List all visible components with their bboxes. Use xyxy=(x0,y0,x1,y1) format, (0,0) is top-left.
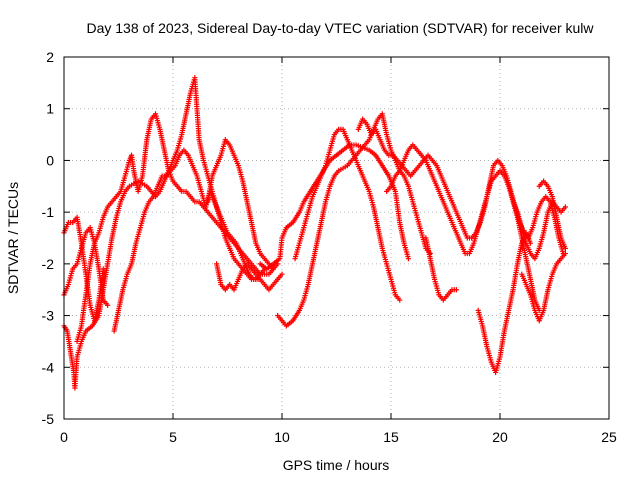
data-series xyxy=(510,199,568,262)
chart-title: Day 138 of 2023, Sidereal Day-to-day VTE… xyxy=(86,20,594,36)
data-point xyxy=(100,266,106,272)
data-series xyxy=(205,137,276,272)
data-point xyxy=(397,297,403,303)
data-point xyxy=(453,287,459,293)
x-tick-label: 25 xyxy=(601,429,617,445)
data-point xyxy=(536,307,542,313)
data-series xyxy=(519,250,568,324)
data-point xyxy=(562,250,568,257)
y-tick-label: 1 xyxy=(46,101,54,117)
data-point xyxy=(270,266,276,272)
data-series xyxy=(536,178,568,251)
data-point xyxy=(105,302,111,308)
data-series xyxy=(292,126,403,303)
tick-label-layer: 0 5 10 15 20 25 -5 -4 -3 -2 -1 0 1 2 xyxy=(42,49,617,445)
data-series xyxy=(111,147,261,334)
y-tick-label: 0 xyxy=(46,152,54,168)
y-tick-label: -3 xyxy=(42,308,55,324)
y-tick-label: -2 xyxy=(42,256,55,272)
y-tick-label: -1 xyxy=(42,204,55,220)
y-tick-label: -5 xyxy=(42,411,55,427)
x-tick-label: 20 xyxy=(492,429,508,445)
data-series xyxy=(257,142,412,272)
data-series xyxy=(423,235,459,303)
data-point xyxy=(405,256,412,262)
tick-layer xyxy=(63,56,610,420)
plot-frame xyxy=(63,56,610,420)
x-axis-label: GPS time / hours xyxy=(283,457,390,473)
data-point xyxy=(279,271,285,277)
x-tick-label: 5 xyxy=(169,429,177,445)
data-point xyxy=(562,245,568,251)
data-point xyxy=(527,240,534,246)
data-series xyxy=(475,230,534,376)
data-series xyxy=(214,261,285,293)
x-tick-label: 15 xyxy=(383,429,399,445)
x-tick-label: 10 xyxy=(274,429,290,445)
data-point xyxy=(562,204,568,210)
data-layer xyxy=(61,75,568,391)
y-tick-label: 2 xyxy=(46,49,54,65)
y-tick-label: -4 xyxy=(42,359,55,375)
x-tick-label: 0 xyxy=(60,429,68,445)
y-axis-label: SDTVAR / TECUs xyxy=(5,182,21,294)
